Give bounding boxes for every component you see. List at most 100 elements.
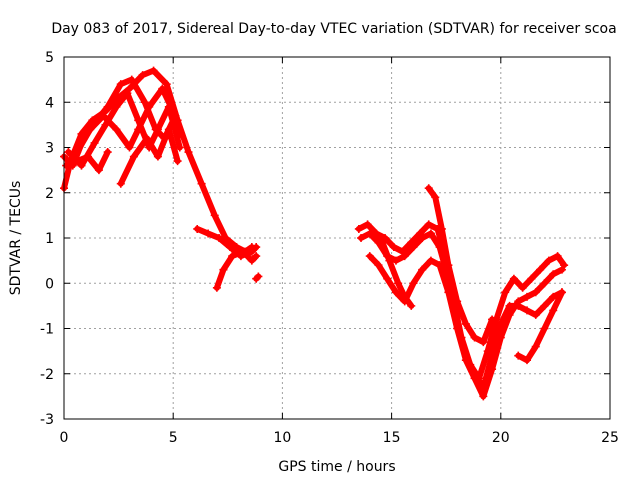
- data-point: [254, 272, 263, 281]
- data-point: [488, 365, 497, 374]
- data-point: [470, 333, 479, 342]
- data-point: [149, 66, 158, 75]
- series-14: [376, 234, 416, 310]
- data-point: [215, 234, 224, 242]
- data-point: [354, 224, 363, 233]
- data-point: [158, 84, 167, 93]
- data-point: [531, 342, 540, 351]
- data-point: [162, 80, 171, 89]
- data-point: [103, 148, 112, 157]
- data-point: [536, 265, 545, 274]
- data-point: [112, 125, 121, 134]
- x-tick-label: 0: [60, 430, 69, 446]
- data-point: [125, 143, 134, 152]
- y-tick-label: -3: [40, 412, 54, 428]
- data-point: [138, 71, 147, 80]
- data-point: [210, 211, 219, 220]
- data-point: [385, 256, 394, 265]
- data-point: [518, 283, 527, 292]
- data-point: [479, 392, 488, 401]
- data-point: [94, 166, 103, 175]
- x-tick-label: 15: [383, 430, 401, 446]
- data-point: [514, 297, 523, 306]
- y-tick-label: 0: [45, 276, 54, 292]
- data-point: [252, 243, 261, 252]
- data-point: [228, 252, 237, 261]
- data-point: [479, 338, 488, 347]
- data-point: [531, 288, 540, 297]
- data-point: [437, 224, 446, 233]
- data-point: [424, 184, 433, 193]
- series-5: [116, 125, 182, 188]
- data-point: [431, 193, 440, 202]
- x-tick-label: 5: [169, 430, 178, 446]
- data-point: [86, 125, 95, 134]
- data-point: [175, 143, 184, 152]
- data-point: [418, 265, 427, 274]
- data-point: [453, 297, 462, 306]
- x-tick-label: 20: [492, 430, 510, 446]
- series-7: [212, 247, 261, 292]
- data-point: [435, 261, 444, 270]
- y-tick-label: 1: [45, 231, 54, 247]
- data-point: [239, 247, 248, 256]
- data-point: [204, 229, 213, 238]
- data-point: [140, 98, 149, 107]
- data-point: [252, 252, 261, 261]
- data-point: [496, 333, 505, 342]
- data-point: [523, 356, 532, 365]
- data-point: [90, 138, 99, 147]
- data-point: [193, 224, 202, 233]
- data-point: [112, 102, 121, 111]
- data-point: [123, 89, 132, 98]
- data-point: [389, 243, 398, 252]
- data-point: [549, 270, 558, 279]
- data-point: [523, 292, 532, 301]
- data-point: [514, 351, 523, 360]
- x-axis-label: GPS time / hours: [278, 459, 395, 475]
- data-point: [407, 301, 416, 310]
- data-point: [540, 324, 549, 333]
- data-point: [544, 256, 553, 265]
- y-tick-label: -2: [40, 367, 54, 383]
- data-point: [184, 148, 193, 157]
- series-12: [424, 184, 497, 347]
- data-point: [470, 374, 479, 383]
- data-point: [409, 243, 418, 252]
- data-point: [549, 306, 558, 315]
- data-point: [453, 324, 462, 333]
- data-point: [116, 80, 125, 89]
- data-point: [365, 229, 374, 238]
- y-axis-label: SDTVAR / TECUs: [8, 181, 24, 296]
- data-point: [363, 220, 372, 229]
- data-point: [557, 265, 566, 274]
- y-tick-label: 5: [45, 50, 54, 66]
- series-6: [193, 224, 261, 261]
- data-point: [391, 288, 400, 297]
- data-point: [357, 234, 366, 242]
- y-tick-label: -1: [40, 322, 54, 338]
- data-point: [540, 279, 549, 288]
- data-point: [153, 125, 162, 134]
- data-point: [127, 75, 136, 84]
- data-point: [444, 261, 453, 270]
- data-point: [73, 157, 82, 166]
- data-point: [145, 102, 154, 111]
- data-point: [129, 152, 138, 161]
- data-point: [444, 288, 453, 297]
- data-point: [426, 256, 435, 265]
- data-point: [509, 274, 518, 283]
- data-point: [409, 279, 418, 288]
- data-point: [501, 288, 510, 297]
- data-point: [225, 243, 234, 252]
- data-series: [60, 66, 569, 401]
- series-track: [117, 126, 181, 187]
- data-point: [376, 234, 385, 242]
- series-track: [74, 149, 111, 174]
- data-point: [101, 120, 110, 129]
- data-point: [116, 179, 125, 188]
- data-point: [523, 306, 532, 315]
- data-point: [219, 265, 228, 274]
